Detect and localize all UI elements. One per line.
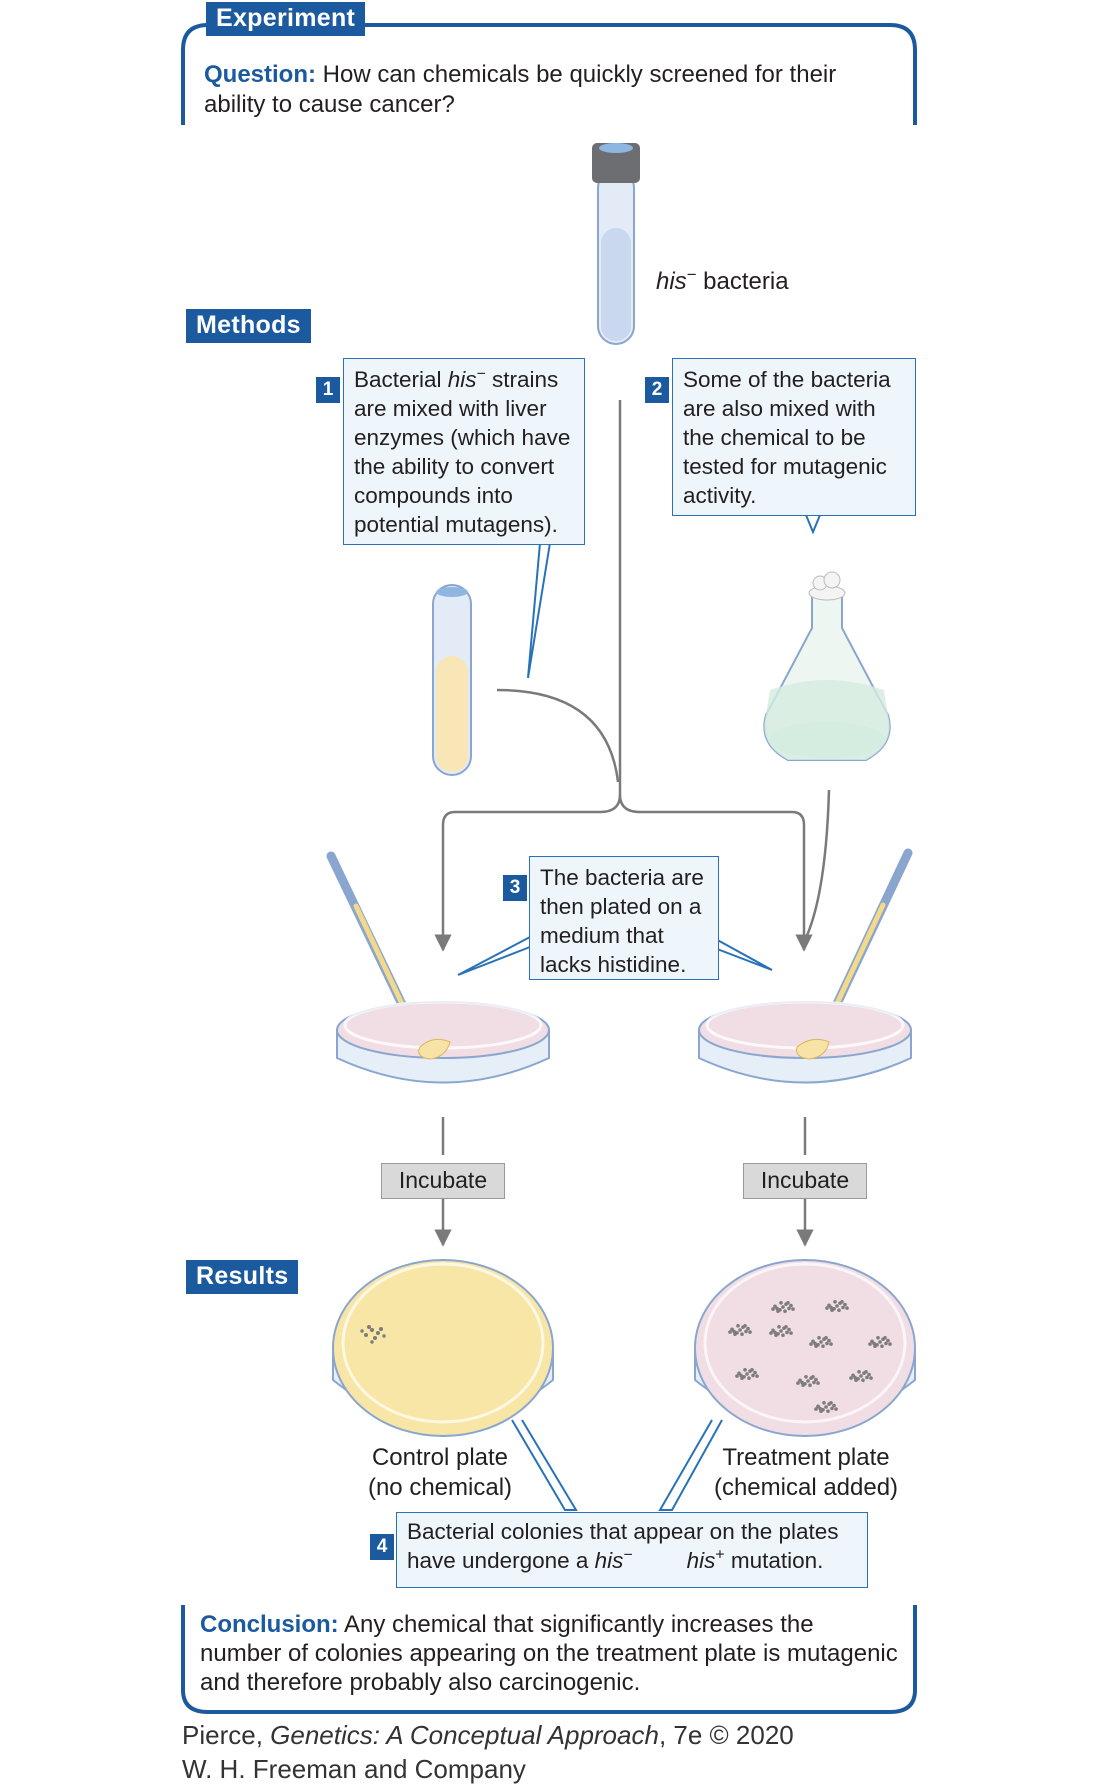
step4-line1: Bacterial colonies that appear on the pl… xyxy=(407,1519,839,1544)
step1-sup: − xyxy=(476,365,486,383)
step4-gene2: his xyxy=(686,1548,716,1573)
question-block: Question: How can chemicals be quickly s… xyxy=(204,60,904,120)
step4-sup1: − xyxy=(623,1546,633,1564)
control-plate-label: Control plate (no chemical) xyxy=(340,1443,540,1503)
tube-label-sup: − xyxy=(686,265,697,284)
credit-line2: W. H. Freeman and Company xyxy=(182,1754,526,1784)
conclusion-block: Conclusion: Any chemical that significan… xyxy=(200,1610,900,1697)
incubate-right-box: Incubate xyxy=(743,1163,867,1199)
colony xyxy=(814,1401,838,1413)
right-petri-dish xyxy=(698,1000,912,1084)
his-bacteria-tube xyxy=(592,143,640,345)
step3-callout: The bacteria are then plated on a medium… xyxy=(529,856,719,980)
step4-post: mutation. xyxy=(724,1548,824,1573)
results-tab: Results xyxy=(186,1260,299,1294)
colony xyxy=(728,1324,752,1336)
colony xyxy=(825,1300,849,1312)
tube-label-rest: bacteria xyxy=(696,268,789,295)
step1-pre: Bacterial xyxy=(354,367,448,392)
colony xyxy=(809,1336,833,1348)
experiment-tab: Experiment xyxy=(206,2,366,36)
colony xyxy=(735,1368,759,1380)
experiment-frame xyxy=(181,23,917,125)
conclusion-text: Any chemical that significantly increase… xyxy=(200,1611,898,1696)
treatment-plate-label: Treatment plate (chemical added) xyxy=(690,1443,922,1503)
conclusion-frame xyxy=(181,1605,917,1714)
step2-text: Some of the bacteria are also mixed with… xyxy=(683,367,891,508)
credit-author: Pierce, xyxy=(182,1720,271,1750)
step1-gene: his xyxy=(447,367,477,392)
control-plate xyxy=(332,1259,554,1437)
chemical-flask xyxy=(763,571,891,761)
step4-pre: have undergone a xyxy=(407,1548,595,1573)
step1-callout: Bacterial his− strains are mixed with li… xyxy=(343,358,585,545)
control-plate-line2: (no chemical) xyxy=(367,1474,513,1501)
treatment-plate xyxy=(694,1259,916,1437)
question-text: How can chemicals be quickly screened fo… xyxy=(204,61,837,118)
colony xyxy=(868,1336,892,1348)
step4-number: 4 xyxy=(370,1534,394,1560)
step2-callout: Some of the bacteria are also mixed with… xyxy=(672,358,916,516)
treatment-plate-line1: Treatment plate xyxy=(722,1444,890,1471)
step4-sup2: + xyxy=(715,1546,725,1564)
connector-lines xyxy=(434,400,831,1247)
liver-enzyme-tube xyxy=(432,584,472,776)
control-colony xyxy=(360,1325,386,1344)
credit-edition: , 7e © 2020 xyxy=(658,1720,794,1750)
step4-line2: have undergone a his− his+ mutation. xyxy=(407,1546,859,1575)
colony xyxy=(769,1325,793,1337)
step1-post: strains are mixed with liver enzymes (wh… xyxy=(354,367,571,537)
credit-title: Genetics: A Conceptual Approach xyxy=(270,1720,659,1750)
methods-tab: Methods xyxy=(186,309,311,343)
step2-number: 2 xyxy=(645,377,669,403)
conclusion-label: Conclusion: xyxy=(200,1611,339,1638)
callout-pointers xyxy=(457,514,821,1511)
credit-line1: Pierce, Genetics: A Conceptual Approach,… xyxy=(182,1718,794,1753)
step1-number: 1 xyxy=(316,377,340,403)
question-label: Question: xyxy=(204,61,316,88)
step4-gene1: his xyxy=(594,1548,624,1573)
incubate-left-box: Incubate xyxy=(381,1163,505,1199)
colony xyxy=(771,1301,795,1313)
left-petri-dish xyxy=(336,1000,550,1084)
treatment-plate-line2: (chemical added) xyxy=(713,1474,899,1501)
step3-number: 3 xyxy=(503,875,527,901)
control-plate-line1: Control plate xyxy=(371,1444,509,1471)
step4-callout: Bacterial colonies that appear on the pl… xyxy=(396,1512,868,1588)
tube-label: his− bacteria xyxy=(656,265,789,297)
tube-label-gene: his xyxy=(656,268,687,295)
colony xyxy=(796,1375,820,1387)
colony xyxy=(849,1370,873,1382)
step3-text: The bacteria are then plated on a medium… xyxy=(540,865,704,977)
treatment-colonies xyxy=(728,1300,892,1413)
